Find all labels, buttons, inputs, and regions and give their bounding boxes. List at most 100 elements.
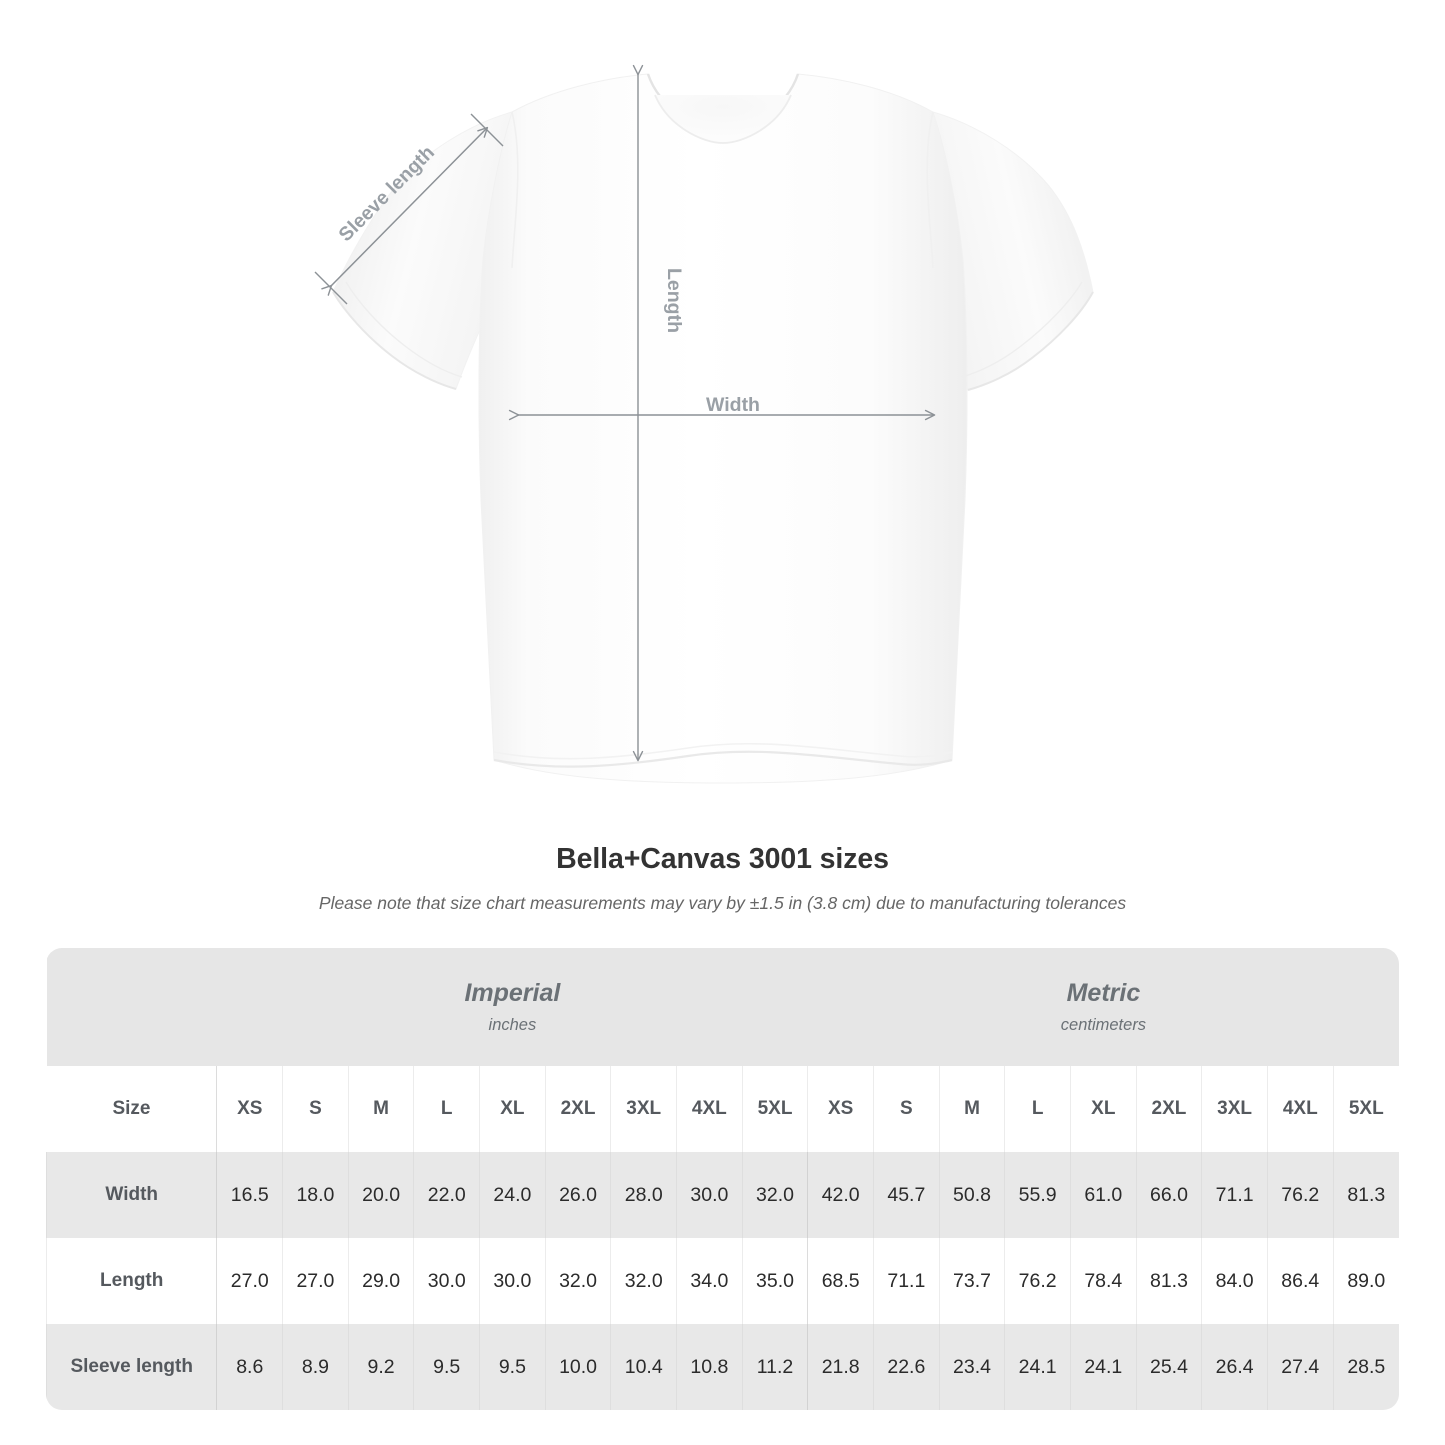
measurement-cell: 23.4 bbox=[938, 1324, 1005, 1410]
column-header-cell: XL bbox=[479, 1066, 546, 1152]
measurement-cell: 11.2 bbox=[741, 1324, 808, 1410]
column-header-cell: L bbox=[1004, 1066, 1071, 1152]
measurement-cell: 28.0 bbox=[610, 1152, 677, 1238]
column-header-cell: M bbox=[938, 1066, 1005, 1152]
measurement-cell: 9.5 bbox=[413, 1324, 480, 1410]
measurement-cell: 24.1 bbox=[1069, 1324, 1137, 1410]
table-row: Width 16.5 18.0 20.0 22.0 24.0 26.0 28.0 30.0 32.… bbox=[46, 1152, 1399, 1238]
measurement-cell: 81.3 bbox=[1135, 1238, 1202, 1324]
measurement-cell: 81.3 bbox=[1332, 1152, 1399, 1238]
width-dimension: Width bbox=[508, 394, 936, 421]
column-header-cell: 4XL bbox=[1266, 1066, 1334, 1152]
unit-group-metric: Metric centimeters bbox=[807, 948, 1399, 1066]
column-header-size: Size bbox=[46, 1066, 217, 1152]
measurement-cell: 30.0 bbox=[413, 1238, 480, 1324]
page-title: Bella+Canvas 3001 sizes bbox=[556, 843, 889, 875]
measurement-cell: 27.0 bbox=[282, 1238, 349, 1324]
column-header-cell: 5XL bbox=[741, 1066, 808, 1152]
measurement-cell: 55.9 bbox=[1004, 1152, 1071, 1238]
measurement-cell: 86.4 bbox=[1266, 1238, 1334, 1324]
column-header-cell: S bbox=[873, 1066, 940, 1152]
column-header-cell: XS bbox=[807, 1066, 874, 1152]
measurement-cell: 32.0 bbox=[741, 1152, 808, 1238]
measurement-cell: 68.5 bbox=[807, 1238, 874, 1324]
unit-group-imperial: Imperial inches bbox=[216, 948, 808, 1066]
unit-group-sublabel: inches bbox=[488, 1015, 537, 1034]
measurement-cell: 32.0 bbox=[544, 1238, 611, 1324]
measurement-cell: 71.1 bbox=[873, 1238, 940, 1324]
column-header-cell: 2XL bbox=[544, 1066, 611, 1152]
measurement-cell: 9.2 bbox=[347, 1324, 414, 1410]
table-row: Sleeve length 8.6 8.9 9.2 9.5 9.5 10.0 10.4 10.8… bbox=[46, 1324, 1399, 1410]
measurement-cell: 26.4 bbox=[1201, 1324, 1268, 1410]
unit-group-sublabel: centimeters bbox=[1060, 1015, 1147, 1034]
measurement-cell: 27.0 bbox=[216, 1238, 283, 1324]
measurement-cell: 28.5 bbox=[1332, 1324, 1399, 1410]
measurement-cell: 35.0 bbox=[741, 1238, 808, 1324]
measurement-cell: 10.4 bbox=[610, 1324, 677, 1410]
measurement-cell: 22.0 bbox=[413, 1152, 480, 1238]
measurement-cell: 22.6 bbox=[873, 1324, 940, 1410]
sleeve-length-arrow bbox=[321, 126, 489, 296]
measurement-cell: 20.0 bbox=[347, 1152, 414, 1238]
column-header-cell: XL bbox=[1069, 1066, 1137, 1152]
measurement-cell: 76.2 bbox=[1266, 1152, 1334, 1238]
row-label: Width bbox=[46, 1152, 217, 1238]
measurement-cell: 8.9 bbox=[282, 1324, 349, 1410]
column-header-cell: 3XL bbox=[1201, 1066, 1268, 1152]
width-label: Width bbox=[706, 394, 760, 416]
measurement-cell: 8.6 bbox=[216, 1324, 283, 1410]
measurement-cell: 76.2 bbox=[1004, 1238, 1071, 1324]
column-header-cell: 3XL bbox=[610, 1066, 677, 1152]
column-header-cell: L bbox=[413, 1066, 480, 1152]
sleeve-tick-start bbox=[314, 271, 348, 305]
unit-band-spacer bbox=[46, 948, 217, 1066]
chart-heading-block: Bella+Canvas 3001 sizes Please note that… bbox=[0, 843, 1445, 914]
measurement-cell: 30.0 bbox=[479, 1238, 546, 1324]
tshirt-measurement-diagram: Sleeve length Length Width bbox=[314, 64, 1094, 784]
measurement-cell: 16.5 bbox=[216, 1152, 283, 1238]
unit-band-row: Imperial inches Metric centimeters bbox=[46, 948, 1399, 1066]
measurement-cell: 84.0 bbox=[1201, 1238, 1268, 1324]
measurement-cell: 34.0 bbox=[676, 1238, 743, 1324]
measurement-cell: 73.7 bbox=[938, 1238, 1005, 1324]
measurement-cell: 18.0 bbox=[282, 1152, 349, 1238]
measurement-cell: 29.0 bbox=[347, 1238, 414, 1324]
size-chart-table-container: Imperial inches Metric centimeters Size XS S M L… bbox=[46, 948, 1399, 1410]
table-row: Length 27.0 27.0 29.0 30.0 30.0 32.0 32.0 34.0 35… bbox=[46, 1238, 1399, 1324]
length-label: Length bbox=[663, 268, 685, 333]
measurement-cell: 66.0 bbox=[1135, 1152, 1202, 1238]
measurement-cell: 24.1 bbox=[1004, 1324, 1071, 1410]
sleeve-tick-end bbox=[470, 113, 504, 147]
measurement-cell: 26.0 bbox=[544, 1152, 611, 1238]
row-label: Length bbox=[46, 1238, 217, 1324]
measurement-cell: 9.5 bbox=[479, 1324, 546, 1410]
size-header-row: Size XS S M L XL 2XL 3XL 4XL 5XL XS S M L XL 2XL 3XL 4XL 5… bbox=[46, 1066, 1399, 1152]
measurement-cell: 30.0 bbox=[676, 1152, 743, 1238]
column-header-cell: 2XL bbox=[1135, 1066, 1202, 1152]
column-header-cell: 5XL bbox=[1332, 1066, 1399, 1152]
measurement-cell: 50.8 bbox=[938, 1152, 1005, 1238]
measurement-cell: 25.4 bbox=[1135, 1324, 1202, 1410]
column-header-cell: XS bbox=[216, 1066, 283, 1152]
unit-group-name: Metric bbox=[1066, 979, 1141, 1008]
column-header-cell: S bbox=[282, 1066, 349, 1152]
measurement-cell: 24.0 bbox=[479, 1152, 546, 1238]
measurement-cell: 27.4 bbox=[1266, 1324, 1334, 1410]
measurement-cell: 10.8 bbox=[676, 1324, 743, 1410]
tolerance-note: Please note that size chart measurements… bbox=[318, 893, 1127, 913]
column-header-cell: M bbox=[347, 1066, 414, 1152]
measurement-cell: 10.0 bbox=[544, 1324, 611, 1410]
measurement-cell: 78.4 bbox=[1069, 1238, 1137, 1324]
measurement-cell: 61.0 bbox=[1069, 1152, 1137, 1238]
measurement-cell: 71.1 bbox=[1201, 1152, 1268, 1238]
size-chart-table: Imperial inches Metric centimeters Size XS S M L… bbox=[46, 948, 1399, 1410]
row-label: Sleeve length bbox=[46, 1324, 217, 1410]
measurement-cell: 42.0 bbox=[807, 1152, 874, 1238]
measurement-cell: 45.7 bbox=[873, 1152, 940, 1238]
measurement-cell: 32.0 bbox=[610, 1238, 677, 1324]
measurement-cell: 89.0 bbox=[1332, 1238, 1399, 1324]
tshirt-illustration bbox=[332, 73, 1094, 784]
unit-group-name: Imperial bbox=[464, 979, 561, 1008]
column-header-cell: 4XL bbox=[676, 1066, 743, 1152]
